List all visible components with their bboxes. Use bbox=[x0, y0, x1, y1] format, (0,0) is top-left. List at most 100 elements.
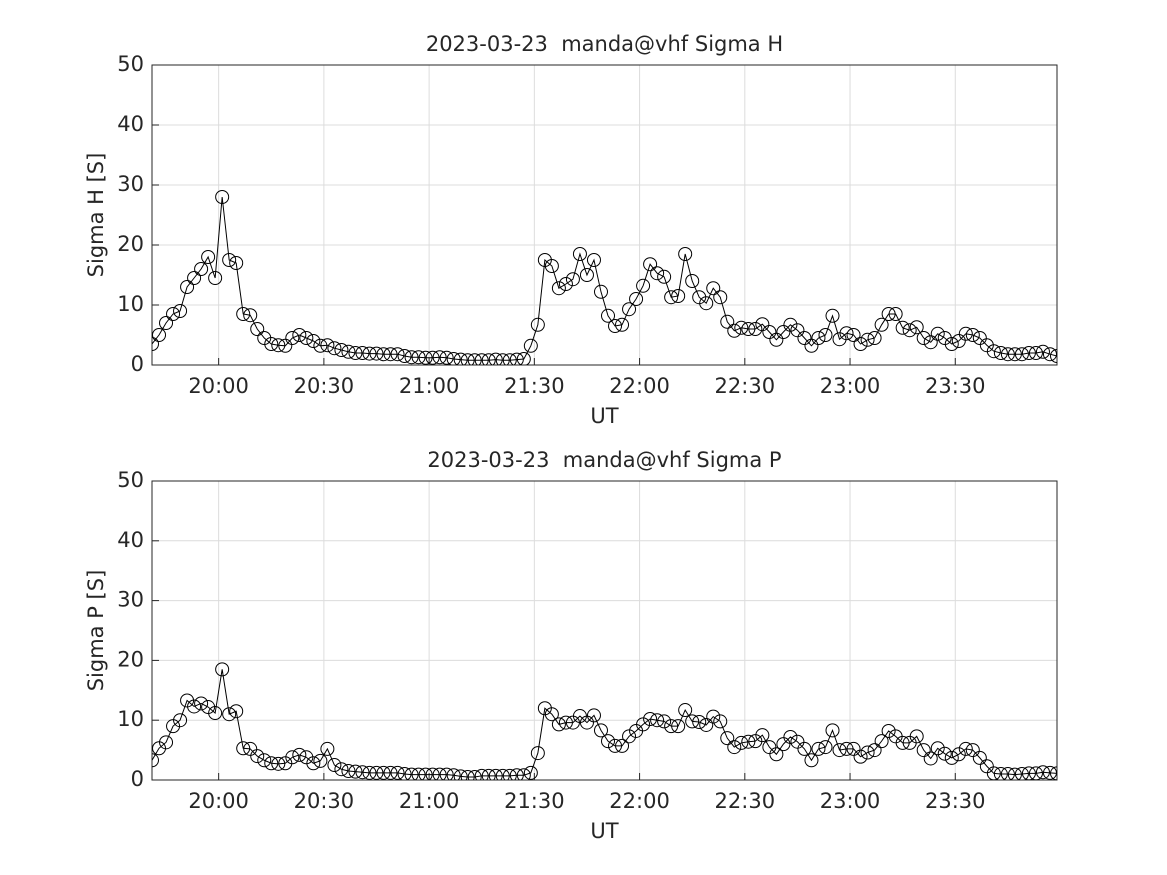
marker bbox=[495, 768, 510, 780]
marker bbox=[629, 292, 644, 306]
marker bbox=[544, 707, 559, 722]
marker bbox=[1050, 349, 1057, 363]
marker bbox=[537, 701, 552, 716]
marker bbox=[825, 308, 840, 323]
marker bbox=[236, 741, 251, 756]
marker bbox=[944, 750, 959, 765]
marker bbox=[425, 767, 440, 780]
y-tick-label: 20 bbox=[117, 232, 144, 256]
marker bbox=[439, 767, 454, 780]
marker bbox=[727, 740, 742, 755]
marker bbox=[678, 247, 693, 261]
marker bbox=[986, 766, 1001, 780]
axes-frame bbox=[151, 64, 1058, 366]
marker bbox=[797, 331, 812, 345]
marker bbox=[418, 350, 433, 365]
marker bbox=[208, 271, 223, 285]
marker bbox=[159, 316, 174, 330]
marker bbox=[432, 767, 447, 780]
marker bbox=[951, 334, 966, 348]
marker bbox=[748, 734, 763, 749]
marker bbox=[222, 707, 237, 722]
marker bbox=[965, 743, 980, 758]
marker bbox=[467, 770, 482, 780]
marker bbox=[692, 714, 707, 729]
marker bbox=[909, 320, 924, 335]
marker bbox=[699, 717, 714, 732]
x-tick-label: 23:00 bbox=[820, 789, 881, 813]
marker bbox=[460, 353, 475, 365]
marker bbox=[201, 250, 216, 264]
marker bbox=[993, 767, 1008, 780]
marker bbox=[306, 756, 321, 771]
marker bbox=[762, 325, 777, 339]
plot-area bbox=[152, 481, 1057, 780]
marker bbox=[993, 346, 1008, 360]
marker bbox=[369, 765, 384, 780]
marker bbox=[411, 767, 426, 780]
marker bbox=[404, 350, 419, 365]
x-tick-label: 22:30 bbox=[715, 789, 776, 813]
marker bbox=[488, 352, 503, 365]
marker bbox=[944, 337, 959, 351]
marker bbox=[874, 317, 889, 332]
marker bbox=[243, 741, 258, 756]
marker bbox=[706, 709, 721, 724]
marker bbox=[166, 307, 181, 321]
y-tick-label: 40 bbox=[117, 112, 144, 136]
marker bbox=[474, 768, 489, 780]
marker bbox=[355, 765, 370, 780]
marker bbox=[958, 741, 973, 756]
marker bbox=[173, 304, 188, 318]
y-tick-label: 40 bbox=[117, 528, 144, 552]
marker bbox=[369, 346, 384, 361]
marker bbox=[650, 266, 665, 281]
marker bbox=[797, 741, 812, 756]
marker bbox=[636, 717, 651, 732]
marker bbox=[972, 331, 987, 345]
marker bbox=[608, 738, 623, 753]
marker bbox=[523, 338, 538, 353]
marker bbox=[951, 747, 966, 762]
marker bbox=[215, 662, 230, 677]
marker bbox=[320, 741, 335, 756]
x-tick-label: 21:00 bbox=[399, 374, 460, 398]
x-tick-label: 23:00 bbox=[820, 374, 881, 398]
marker bbox=[790, 734, 805, 749]
marker bbox=[1014, 767, 1029, 780]
marker bbox=[250, 749, 265, 764]
marker bbox=[411, 350, 426, 365]
y-tick-label: 0 bbox=[131, 352, 144, 376]
marker bbox=[923, 751, 938, 766]
marker bbox=[502, 353, 517, 365]
marker bbox=[236, 307, 251, 321]
data bbox=[152, 662, 1057, 780]
marker bbox=[958, 326, 973, 341]
marker bbox=[846, 328, 861, 342]
marker bbox=[1014, 347, 1029, 362]
marker bbox=[755, 317, 770, 332]
marker bbox=[397, 767, 412, 780]
marker bbox=[895, 320, 910, 335]
marker bbox=[839, 326, 854, 341]
marker bbox=[923, 335, 938, 350]
marker bbox=[1000, 767, 1015, 780]
marker bbox=[874, 734, 889, 749]
marker bbox=[551, 717, 566, 732]
marker bbox=[930, 741, 945, 756]
marker bbox=[530, 317, 545, 332]
marker bbox=[278, 756, 293, 771]
marker bbox=[397, 349, 412, 363]
x-axis-label: UT bbox=[590, 404, 618, 428]
marker bbox=[881, 723, 896, 738]
marker bbox=[804, 338, 819, 353]
marker bbox=[152, 337, 159, 351]
marker bbox=[502, 768, 517, 780]
marker bbox=[488, 768, 503, 780]
marker bbox=[720, 731, 735, 746]
marker bbox=[1042, 765, 1057, 780]
marker bbox=[818, 328, 833, 342]
marker bbox=[643, 257, 658, 272]
marker bbox=[1021, 766, 1036, 780]
marker bbox=[383, 347, 398, 362]
